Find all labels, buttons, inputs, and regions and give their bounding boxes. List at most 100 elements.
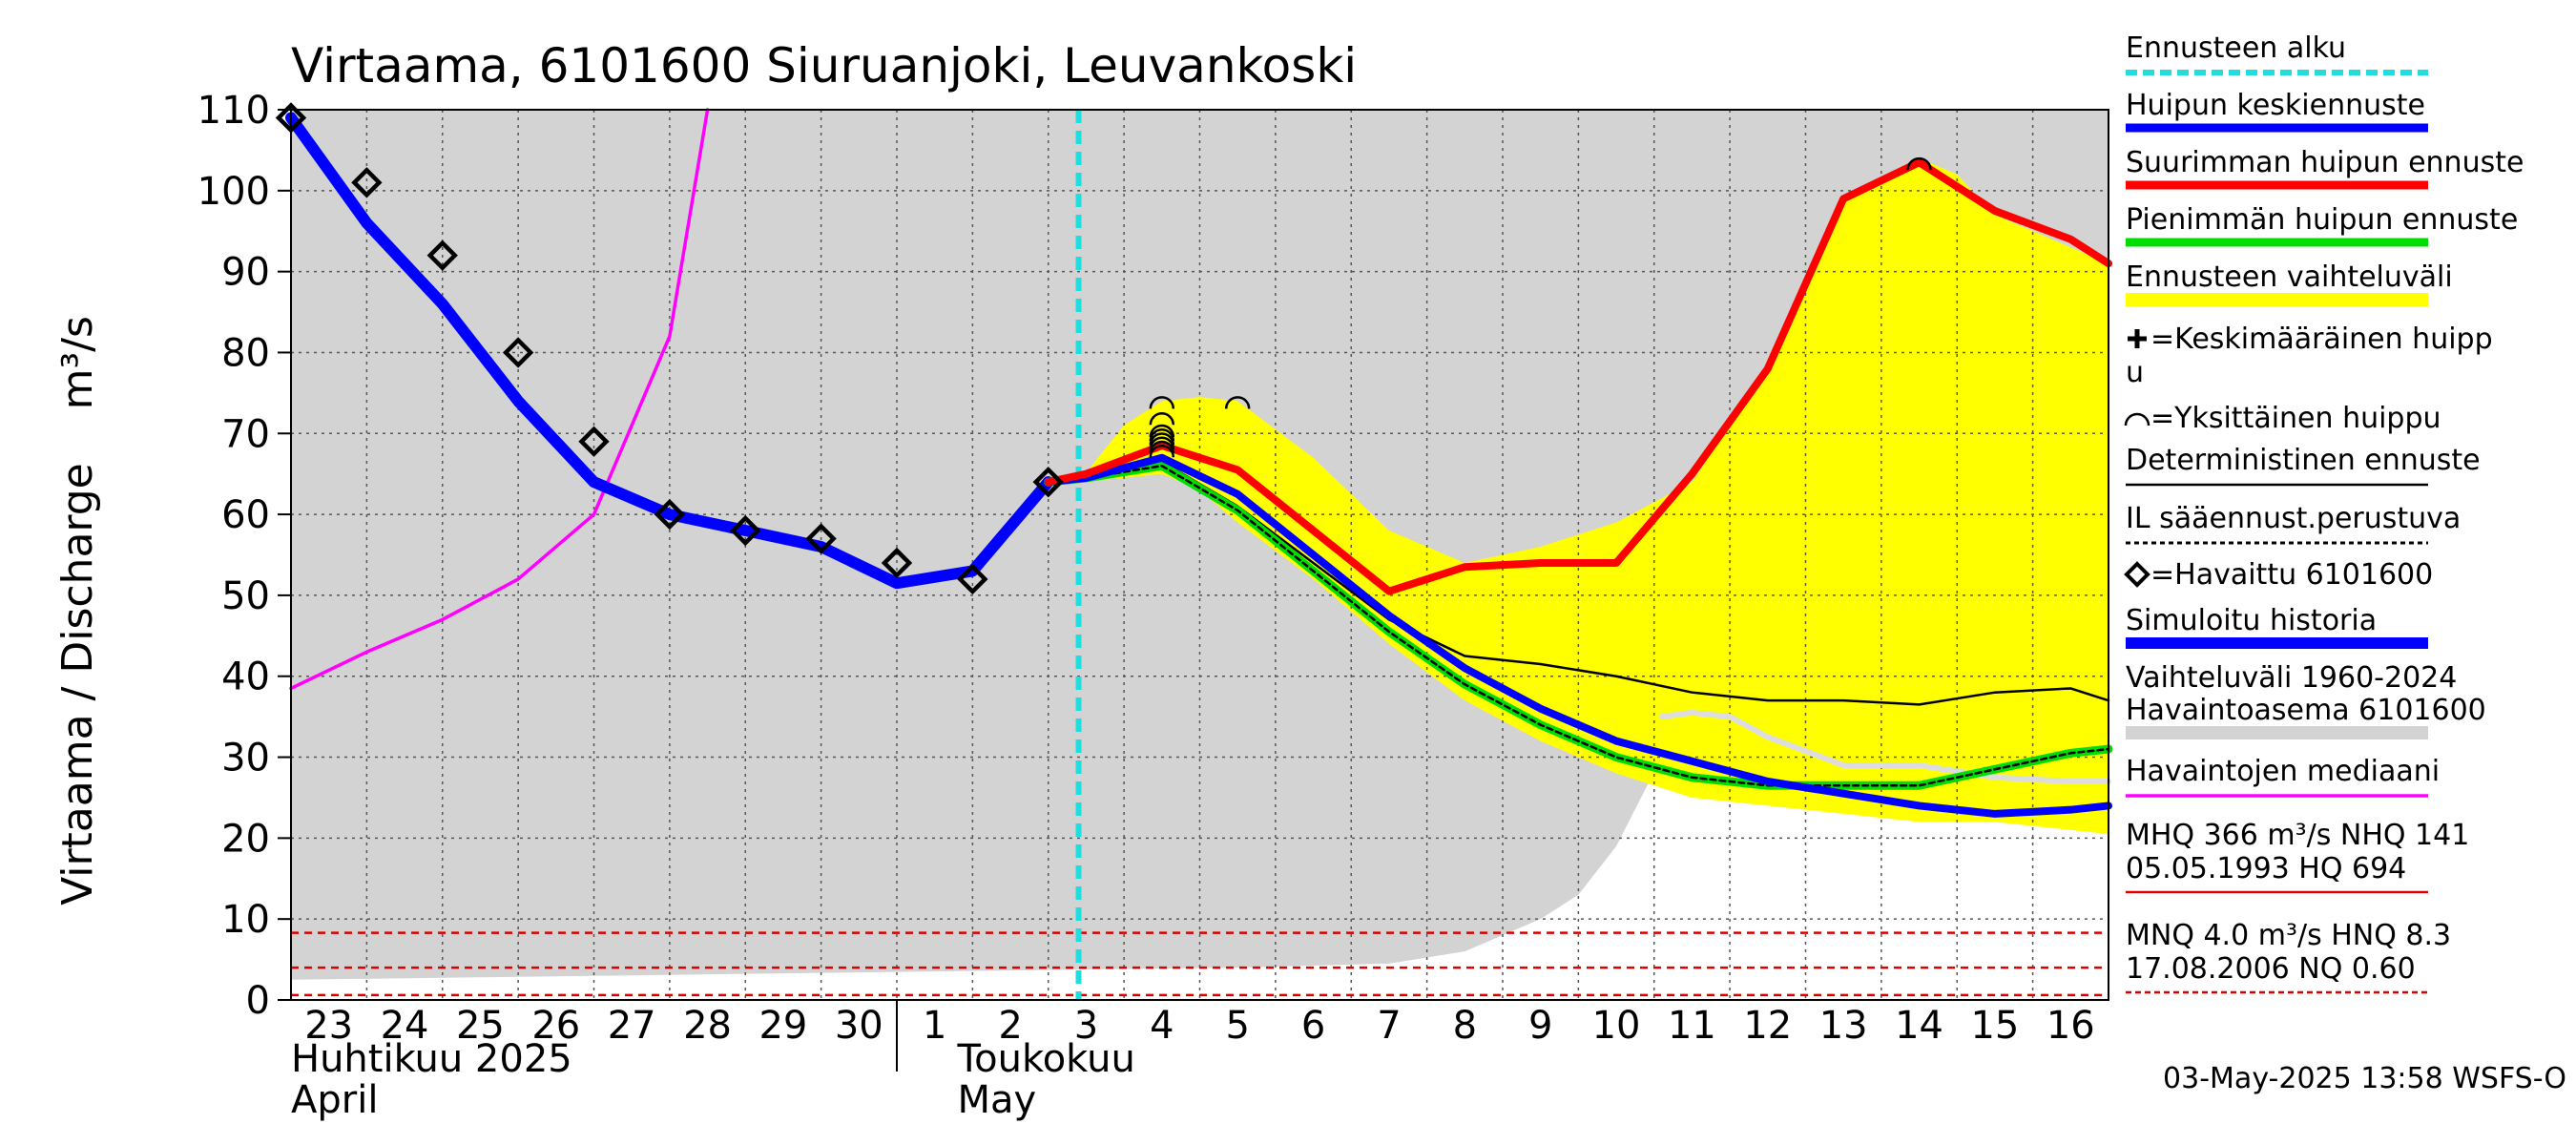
y-tick-label: 50 — [221, 574, 270, 618]
y-tick-label: 110 — [197, 89, 270, 133]
x-tick-label: 12 — [1743, 1004, 1792, 1048]
markers — [275, 102, 1932, 595]
month-label-line1: Toukokuu — [957, 1037, 1135, 1081]
single-peak-marker — [1149, 412, 1175, 426]
y-tick-label: 10 — [221, 898, 270, 942]
single-peak-marker — [1149, 440, 1175, 454]
y-tick-label: 90 — [221, 251, 270, 295]
observed-marker — [957, 563, 988, 595]
x-tick-label: 5 — [1225, 1004, 1249, 1048]
x-tick-label: 16 — [2046, 1004, 2095, 1048]
single-peak-marker — [1149, 432, 1175, 446]
observed-marker — [502, 337, 534, 368]
forecast-range-band — [1078, 157, 2109, 835]
single-peak-marker — [1149, 436, 1175, 449]
legend-item-label: Ennusteen vaihteluväli — [2126, 260, 2453, 294]
legend-item-label: =Keskimääräinen huipp — [2150, 323, 2493, 356]
y-tick-label: 70 — [221, 412, 270, 456]
y-tick-label: 60 — [221, 493, 270, 537]
x-tick-label: 29 — [758, 1004, 807, 1048]
single-peak-marker — [1224, 396, 1251, 409]
observed-marker — [654, 498, 686, 531]
series-simulated-history — [285, 112, 1054, 590]
month-label-line2: April — [291, 1078, 378, 1122]
y-tick-label: 80 — [221, 331, 270, 375]
single-peak-marker — [1149, 396, 1175, 409]
observed-marker — [351, 167, 383, 198]
stats-line2: 05.05.1993 HQ 694 — [2126, 852, 2406, 885]
y-tick-label: 0 — [246, 979, 270, 1023]
y-tick-label: 100 — [197, 170, 270, 214]
observed-marker — [426, 239, 458, 271]
chart-title: Virtaama, 6101600 Siuruanjoki, Leuvankos… — [291, 38, 1357, 94]
legend-item-label: u — [2126, 356, 2144, 389]
single-peak-marker — [1149, 428, 1175, 442]
single-peak-marker — [1906, 156, 1932, 171]
x-tick-label: 10 — [1592, 1004, 1641, 1048]
diamond-icon — [2124, 561, 2150, 588]
x-tick-label: 30 — [835, 1004, 883, 1048]
legend-item-label: Deterministinen ennuste — [2126, 444, 2481, 477]
legend-item-label: Havaintojen mediaani — [2126, 755, 2440, 788]
x-tick-label: 8 — [1453, 1004, 1477, 1048]
x-tick-label: 27 — [608, 1004, 656, 1048]
x-tick-label: 15 — [1970, 1004, 2019, 1048]
observed-marker — [805, 523, 837, 554]
arc-icon — [2124, 412, 2150, 427]
y-tick-label: 30 — [221, 737, 270, 781]
series-max-peak — [1044, 158, 2112, 595]
y-tick-label: 20 — [221, 817, 270, 861]
month-label-line1: Huhtikuu 2025 — [291, 1037, 572, 1081]
stats-line1: MHQ 366 m³/s NHQ 141 — [2126, 819, 2469, 852]
x-tick-label: 11 — [1668, 1004, 1716, 1048]
stats-line2: 17.08.2006 NQ 0.60 — [2126, 952, 2416, 986]
observed-marker — [578, 426, 610, 457]
legend-item-label: Simuloitu historia — [2126, 604, 2377, 637]
legend-item-label: Huipun keskiennuste — [2126, 89, 2425, 122]
x-tick-label: 24 — [381, 1004, 429, 1048]
series-station-history — [1658, 709, 2111, 784]
x-tick-label: 13 — [1819, 1004, 1868, 1048]
x-tick-label: 4 — [1150, 1004, 1174, 1048]
x-tick-label: 2 — [998, 1004, 1022, 1048]
legend-item-label: Pienimmän huipun ennuste — [2126, 203, 2518, 237]
x-tick-label: 28 — [683, 1004, 732, 1048]
x-tick-labels: 23 24 25 26 27 28 29 30 1 2 3 4 5 6 7 8 9 10 11 12 13 14 15 16 — [304, 1000, 2095, 1072]
single-peak-marker — [1149, 424, 1175, 438]
legend-item-label: =Yksittäinen huippu — [2150, 402, 2441, 435]
series-mean-peak — [1044, 453, 2112, 818]
x-tick-label: 3 — [1074, 1004, 1098, 1048]
y-axis-label: Virtaama / Discharge m³/s — [53, 316, 102, 906]
series-median — [289, 108, 710, 691]
observed-marker — [1032, 466, 1064, 498]
legend-item-label: Ennusteen alku — [2126, 31, 2346, 65]
footer-timestamp: 03-May-2025 13:58 WSFS-O — [2163, 1062, 2566, 1095]
legend-item-label: =Havaittu 6101600 — [2150, 558, 2433, 592]
legend-item-label: Vaihteluväli 1960-2024 — [2126, 661, 2457, 695]
plus-icon — [2128, 329, 2147, 348]
observed-marker — [730, 514, 761, 547]
x-tick-label: 1 — [923, 1004, 946, 1048]
legend: Ennusteen alku Huipun keskiennuste Suurimm… — [2124, 31, 2524, 994]
y-tick-labels: 0 10 20 30 40 50 60 70 80 90 100 110 — [197, 89, 291, 1023]
series — [285, 108, 2113, 1000]
legend-item-label: IL sääennust.perustuva — [2126, 502, 2461, 535]
x-tick-label: 9 — [1528, 1004, 1552, 1048]
series-il-forecast — [1047, 464, 2110, 787]
y-tick-label: 40 — [221, 656, 270, 699]
observed-marker — [881, 547, 913, 579]
x-tick-label: 6 — [1301, 1004, 1325, 1048]
x-tick-label: 25 — [456, 1004, 505, 1048]
x-tick-label: 26 — [531, 1004, 580, 1048]
legend-item-label: Havaintoasema 6101600 — [2126, 694, 2486, 727]
x-tick-label: 14 — [1895, 1004, 1943, 1048]
legend-item-label: Suurimman huipun ennuste — [2126, 146, 2524, 179]
x-tick-label: 23 — [304, 1004, 353, 1048]
single-peak-marker — [1149, 444, 1175, 458]
month-label-line2: May — [958, 1078, 1037, 1122]
x-tick-label: 7 — [1377, 1004, 1401, 1048]
stats-line1: MNQ 4.0 m³/s HNQ 8.3 — [2126, 919, 2451, 952]
plot-frame — [290, 109, 2109, 1001]
